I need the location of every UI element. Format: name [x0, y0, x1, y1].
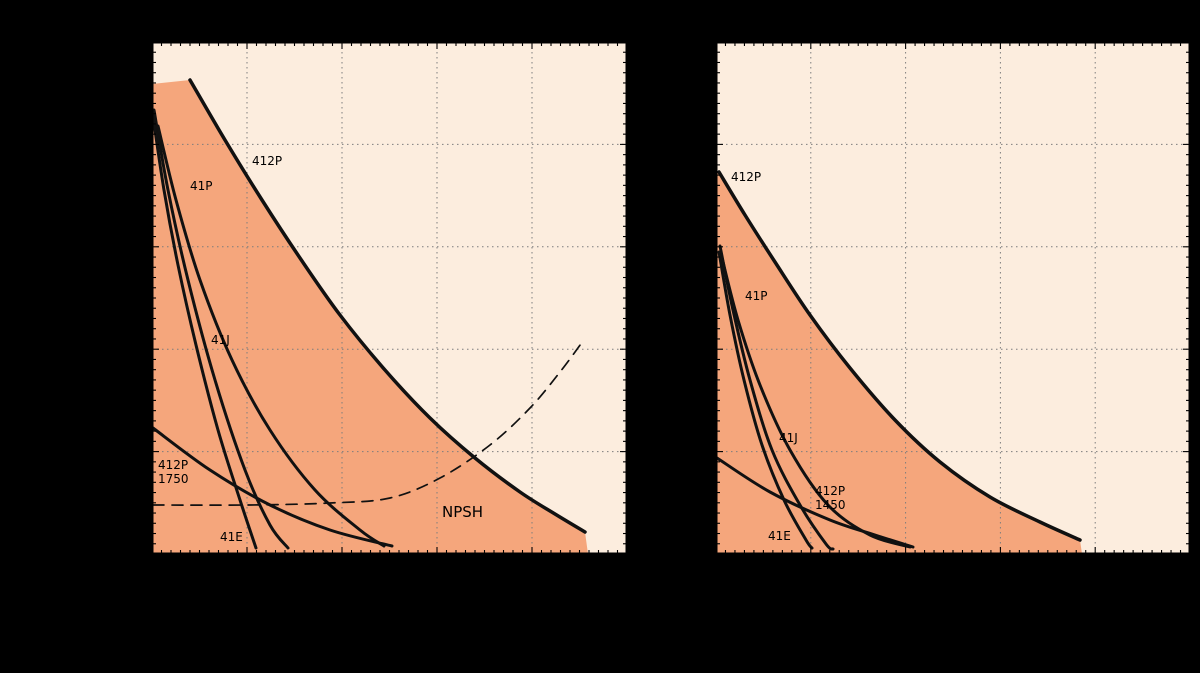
curve-41e — [717, 250, 814, 550]
curve-npsh — [152, 340, 584, 506]
curve-envelope-412p — [717, 170, 1082, 542]
curve-label: 41E — [768, 529, 791, 543]
curve-label: 1750 — [158, 472, 189, 486]
curve-label: 412P — [252, 154, 282, 168]
curve-41j — [156, 124, 386, 548]
curve-41e — [152, 114, 258, 550]
curve-412p-1450 — [716, 456, 915, 549]
curve-41p — [152, 108, 290, 550]
curve-label: 41J — [779, 431, 798, 445]
curve-envelope-412p — [188, 78, 587, 534]
curve-label: NPSH — [442, 503, 483, 521]
operating-region — [716, 172, 1082, 554]
curve-label: 41J — [211, 333, 230, 347]
curve-label: 412P — [815, 484, 845, 498]
curve-label: 41E — [220, 530, 243, 544]
curve-label: 41P — [745, 289, 768, 303]
curve-label: 1450 — [815, 498, 846, 512]
curve-label: 412P — [731, 170, 761, 184]
curve-label: 41P — [190, 179, 213, 193]
curve-label: 412P — [158, 458, 188, 472]
curve-41j — [720, 256, 912, 549]
curve-41p — [718, 244, 835, 551]
